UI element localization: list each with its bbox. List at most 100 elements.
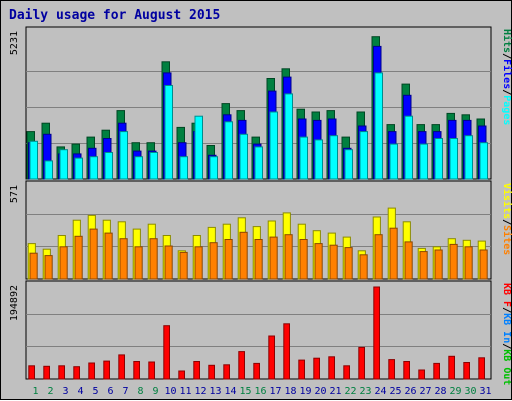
hits-legend-entry: / xyxy=(501,89,512,95)
visits-bar-sites xyxy=(449,243,458,280)
kbytes-bar-kb-f xyxy=(418,369,425,380)
hits-max-label: 5231 xyxy=(9,31,20,55)
x-tick-label: 5 xyxy=(92,386,98,397)
visits-bar-sites xyxy=(209,242,218,280)
hits-legend-entry: Files xyxy=(501,59,512,89)
visits-legend-entry: / xyxy=(501,219,512,225)
visits-bar-sites xyxy=(224,239,233,280)
x-tick-label: 29 xyxy=(449,386,461,397)
hits-bar-pages xyxy=(239,133,248,180)
x-tick-label: 14 xyxy=(224,386,236,397)
x-tick-label: 8 xyxy=(137,386,143,397)
kbytes-bar-kb-f xyxy=(43,365,50,380)
visits-bar-sites xyxy=(419,251,428,280)
kbytes-bar-kb-f xyxy=(238,351,246,380)
x-tick-label: 9 xyxy=(152,386,158,397)
hits-bar-pages xyxy=(44,160,53,180)
hits-bar-pages xyxy=(419,143,428,180)
hits-legend: Hits/Files/Pages xyxy=(501,29,512,125)
x-tick-label: 10 xyxy=(164,386,176,397)
visits-bar-sites xyxy=(164,245,173,280)
kbytes-bar-kb-f xyxy=(73,366,81,380)
visits-bar-sites xyxy=(104,232,113,280)
hits-legend-entry: Hits xyxy=(501,29,512,53)
visits-bar-sites xyxy=(134,246,143,280)
visits-bar-sites xyxy=(179,251,188,280)
visits-bar-sites xyxy=(464,246,473,280)
kbytes-bar-kb-f xyxy=(328,356,335,380)
hits-bar-pages xyxy=(449,138,458,180)
kbytes-legend-entry: / xyxy=(501,343,512,349)
hits-bar-pages xyxy=(149,152,158,180)
kbytes-bar-kb-f xyxy=(298,359,305,380)
hits-bar-pages xyxy=(359,131,368,180)
kbytes-legend-entry: KB In xyxy=(501,313,512,343)
visits-bar-sites xyxy=(254,239,263,280)
visits-bar-sites xyxy=(59,246,68,280)
kbytes-bar-kb-f xyxy=(343,365,350,380)
visits-bar-sites xyxy=(389,227,398,280)
kbytes-bar-kb-f xyxy=(358,346,365,380)
visits-legend: Visits/Sites xyxy=(501,183,512,255)
hits-bar-pages xyxy=(389,143,398,180)
hits-legend-entry: / xyxy=(501,53,512,59)
hits-bar-pages xyxy=(74,157,83,180)
visits-bar-sites xyxy=(74,235,83,280)
hits-bar-pages xyxy=(104,152,113,180)
x-tick-label: 25 xyxy=(389,386,401,397)
hits-legend-entry: Pages xyxy=(501,95,512,125)
x-tick-label: 12 xyxy=(194,386,206,397)
x-tick-label: 22 xyxy=(344,386,356,397)
visits-legend-entry: Visits xyxy=(501,183,512,219)
kbytes-max-label: 194892 xyxy=(9,285,20,321)
x-tick-label: 23 xyxy=(359,386,371,397)
x-tick-label: 3 xyxy=(62,386,68,397)
hits-bar-pages xyxy=(434,138,443,180)
hits-bar-pages xyxy=(329,135,338,180)
x-tick-label: 30 xyxy=(464,386,476,397)
kbytes-bar-kb-f xyxy=(178,370,186,380)
x-tick-label: 15 xyxy=(239,386,251,397)
visits-bar-sites xyxy=(329,244,338,280)
hits-bar-pages xyxy=(164,85,173,180)
hits-bar-pages xyxy=(59,149,68,180)
kbytes-legend-entry: KB F xyxy=(501,283,512,307)
x-tick-label: 11 xyxy=(179,386,191,397)
visits-bar-sites xyxy=(359,254,368,280)
kbytes-bar-kb-f xyxy=(388,359,395,380)
x-tick-label: 20 xyxy=(314,386,326,397)
x-tick-label: 26 xyxy=(404,386,416,397)
kbytes-bar-kb-f xyxy=(103,360,111,380)
kbytes-bar-kb-f xyxy=(253,362,261,380)
kbytes-bar-kb-f xyxy=(148,361,156,380)
hits-bar-pages xyxy=(299,136,308,180)
visits-bar-sites xyxy=(314,243,323,280)
hits-bar-pages xyxy=(254,146,263,180)
x-tick-label: 16 xyxy=(254,386,266,397)
kbytes-bar-kb-f xyxy=(313,357,320,380)
x-tick-label: 18 xyxy=(284,386,296,397)
x-tick-label: 4 xyxy=(77,386,83,397)
visits-bar-sites xyxy=(44,255,53,280)
hits-bar-pages xyxy=(374,72,383,180)
x-tick-label: 19 xyxy=(299,386,311,397)
hits-bar-pages xyxy=(404,115,413,180)
visits-bar-sites xyxy=(269,236,278,280)
x-tick-label: 6 xyxy=(107,386,113,397)
kbytes-legend-entry: KB Out xyxy=(501,349,512,385)
kbytes-bar-kb-f xyxy=(193,361,201,380)
kbytes-bar-kb-f xyxy=(133,361,141,380)
hits-bar-pages xyxy=(479,142,488,180)
kbytes-bar-kb-f xyxy=(403,361,410,380)
visits-bar-sites xyxy=(29,252,38,280)
kbytes-bar-kb-f xyxy=(463,362,470,380)
hits-bar-pages xyxy=(89,156,98,180)
kbytes-bar-kb-f xyxy=(448,355,455,380)
hits-bar-pages xyxy=(464,135,473,180)
kbytes-bar-kb-f xyxy=(223,364,231,380)
visits-bar-sites xyxy=(404,241,413,280)
kbytes-bar-kb-f xyxy=(88,362,96,380)
hits-bar-pages xyxy=(134,156,143,180)
visits-bar-sites xyxy=(284,234,293,280)
visits-bar-sites xyxy=(89,228,98,280)
